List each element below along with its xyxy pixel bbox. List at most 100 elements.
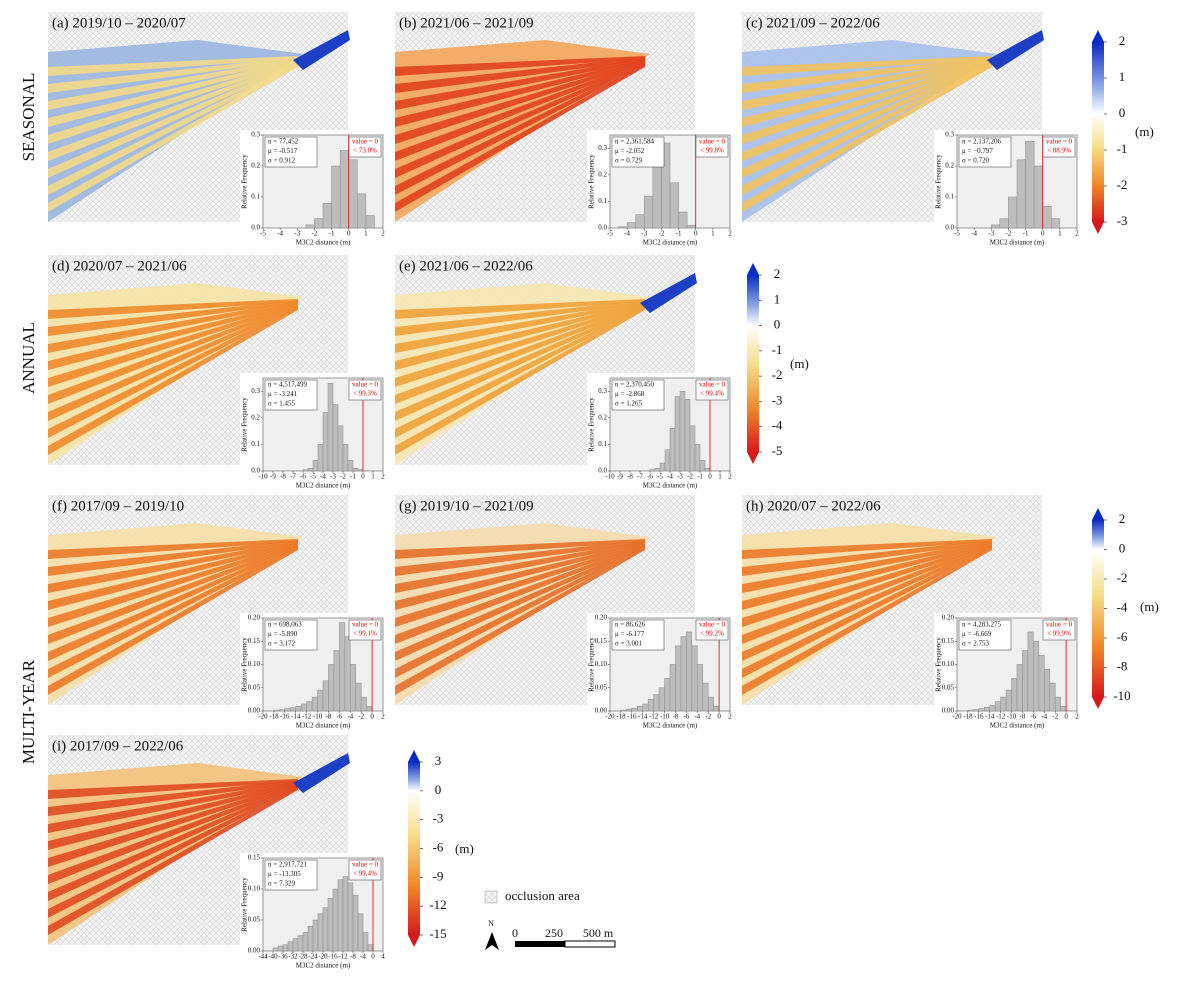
map-stripe xyxy=(395,56,645,76)
histogram-bar xyxy=(322,680,329,712)
x-tick-label: 2 xyxy=(728,230,732,238)
histogram-bar xyxy=(342,876,349,952)
stats-text: n = 2,361,584 xyxy=(615,138,654,146)
colorbar-tick-label: 2 xyxy=(774,266,781,281)
y-axis-label: Relative Frequency xyxy=(241,154,249,209)
colorbar-unit: (m) xyxy=(1135,124,1154,139)
colorbar-tick-label: -4 xyxy=(1117,599,1128,614)
histogram-bar xyxy=(653,694,660,712)
threshold-text: value = 0 xyxy=(352,621,379,629)
panel-label: (i) 2017/09 – 2022/06 xyxy=(52,738,184,754)
map-stripe xyxy=(48,543,298,627)
x-tick-label: -28 xyxy=(298,953,308,961)
map-stripe xyxy=(48,299,298,319)
colorbar-top xyxy=(1092,508,1104,520)
colorbar-tick-label: -2 xyxy=(1117,570,1128,585)
x-tick-label: -14 xyxy=(638,713,648,721)
x-tick-label: -24 xyxy=(308,953,318,961)
histogram-bar xyxy=(322,202,332,229)
y-axis-label: Relative Frequency xyxy=(588,637,596,692)
x-tick-label: -8 xyxy=(280,473,286,481)
histogram-bar xyxy=(618,226,628,229)
x-tick-label: -12 xyxy=(649,713,659,721)
stats-text: n = 4,283,275 xyxy=(962,621,1001,629)
stats-text: n = 86,626 xyxy=(615,621,646,629)
histogram-bar xyxy=(306,701,313,712)
histogram-bar xyxy=(1044,668,1050,712)
panel-label: (h) 2020/07 – 2022/06 xyxy=(746,498,881,514)
histogram-bar xyxy=(355,682,362,712)
x-tick-label: -8 xyxy=(1020,713,1026,721)
histogram-bar xyxy=(339,622,346,712)
y-tick-label: 0.10 xyxy=(942,660,955,668)
histogram-bar xyxy=(344,636,351,712)
histogram-bar xyxy=(631,707,638,712)
x-tick-label: -5 xyxy=(260,230,266,238)
x-tick-label: -4 xyxy=(624,230,630,238)
x-axis-label: M3C2 distance (m) xyxy=(990,239,1045,247)
x-tick-label: -3 xyxy=(294,230,300,238)
panel-label: (f) 2017/09 – 2019/10 xyxy=(52,498,184,514)
y-tick-label: 0.0 xyxy=(598,467,607,475)
panel: (b) 2021/06 – 2021/09 -5 -4 -3 -2 -1 0 1 2 0.0 0.1… xyxy=(395,12,737,254)
histogram-bar xyxy=(1016,664,1023,712)
histogram-bar xyxy=(1038,654,1045,712)
y-axis-label: Relative Frequency xyxy=(935,154,943,209)
x-tick-label: -2 xyxy=(312,230,318,238)
y-tick-label: 0.20 xyxy=(942,614,955,622)
stats-text: σ = 1.455 xyxy=(268,400,295,408)
x-tick-label: -4 xyxy=(277,230,283,238)
colorbar-unit: (m) xyxy=(790,356,809,371)
y-tick-label: 0.00 xyxy=(248,707,261,715)
colorbar-unit: (m) xyxy=(1140,599,1159,614)
x-tick-label: 0 xyxy=(694,230,698,238)
y-tick-label: 0.3 xyxy=(251,387,260,395)
histogram-bar xyxy=(311,696,318,712)
x-tick-label: -8 xyxy=(326,713,332,721)
histogram-bar xyxy=(333,650,340,712)
scale-label: 500 m xyxy=(583,926,614,940)
stats-text: μ = -6.177 xyxy=(615,630,645,638)
x-axis-label: M3C2 distance (m) xyxy=(643,239,698,247)
map-stripe xyxy=(48,779,298,799)
map-terminus xyxy=(293,753,350,793)
threshold-text: < 99.9% xyxy=(1047,630,1071,638)
histogram-bar xyxy=(689,425,696,472)
threshold-text: value = 0 xyxy=(352,138,379,146)
x-axis-label: M3C2 distance (m) xyxy=(990,722,1045,730)
y-tick-label: 0.3 xyxy=(598,387,607,395)
y-tick-label: 0.05 xyxy=(595,683,608,691)
colorbar-bottom xyxy=(408,935,420,947)
histogram-bar xyxy=(637,706,643,712)
threshold-box xyxy=(348,379,382,401)
map-stripe xyxy=(48,780,298,816)
histogram-bar xyxy=(360,696,367,712)
y-tick-label: 0.1 xyxy=(598,197,607,205)
threshold-text: value = 0 xyxy=(699,621,726,629)
histogram-bar xyxy=(307,925,314,952)
stats-text: n = 77,452 xyxy=(268,138,299,146)
histogram-bar xyxy=(642,703,649,712)
x-tick-label: -16 xyxy=(280,713,290,721)
stats-text: μ = -13.305 xyxy=(268,870,301,878)
x-tick-label: -9 xyxy=(617,473,623,481)
threshold-text: value = 0 xyxy=(699,381,726,389)
x-tick-label: -18 xyxy=(269,713,279,721)
x-tick-label: -2 xyxy=(705,713,711,721)
x-tick-label: 1 xyxy=(371,473,375,481)
threshold-text: < 99.4% xyxy=(700,390,724,398)
threshold-text: value = 0 xyxy=(1046,621,1073,629)
x-tick-label: -12 xyxy=(338,953,348,961)
x-tick-label: -1 xyxy=(350,473,356,481)
y-axis-label: Relative Frequency xyxy=(241,877,249,932)
y-tick-label: 0.15 xyxy=(595,637,608,645)
x-tick-label: 1 xyxy=(1058,230,1062,238)
y-tick-label: 0.1 xyxy=(251,440,260,448)
x-tick-label: -20 xyxy=(605,713,615,721)
histogram-bar xyxy=(317,913,324,952)
map-stripe xyxy=(48,62,298,178)
histogram-bar xyxy=(620,709,627,712)
colorbar-tick-label: -1 xyxy=(1117,141,1128,156)
histogram-bar xyxy=(1042,206,1052,229)
histogram-bar xyxy=(1000,696,1007,712)
